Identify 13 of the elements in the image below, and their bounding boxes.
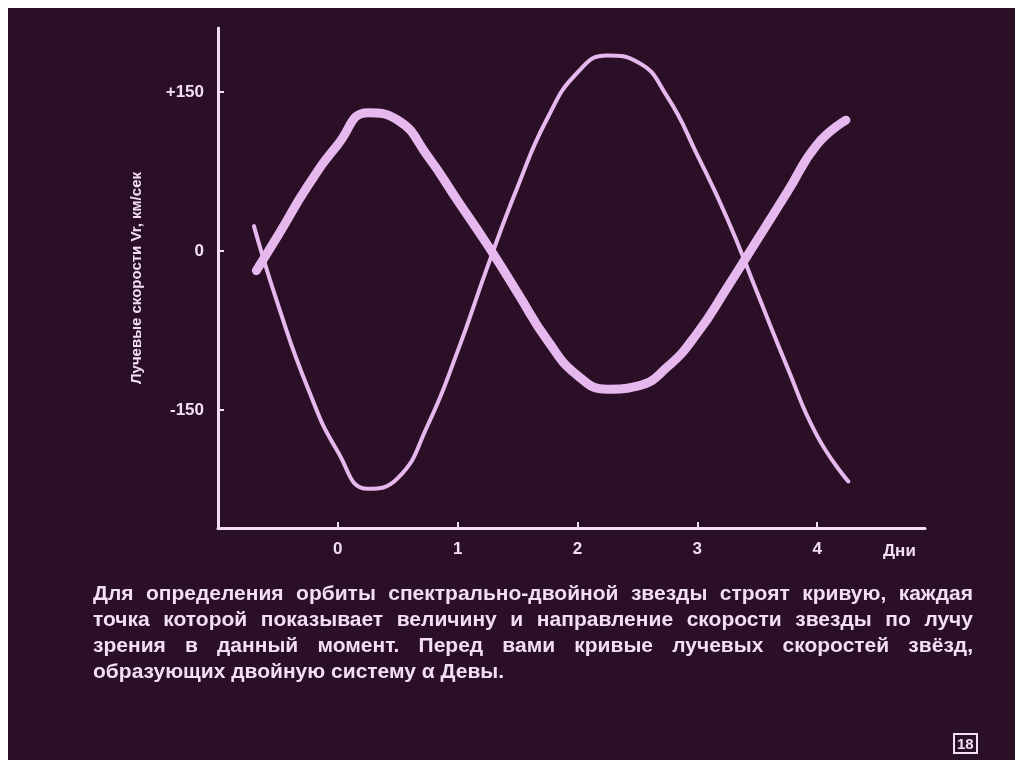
x-tick-label: 3 (692, 539, 703, 558)
x-tick-label: 2 (572, 539, 583, 558)
y-tick-label: 0 (194, 240, 204, 260)
text: Для определения орбиты спектрально-двойной звезды строят кривую, каждая точка которой показывает величину и направление скорости звезды по лучу зрения в данный момент. Перед вами кривые лучевых скоростей звёзд, образующих двойную систему α Девы. (93, 580, 973, 684)
y-tick-label: +150 (165, 82, 204, 102)
line-series (251, 53, 851, 491)
x-tick-label: 1 (452, 539, 463, 558)
x-tick-label: 4 (812, 539, 823, 558)
y-tick-label: -150 (169, 399, 204, 419)
y-axis-title: Лучевые скорости Vr, км/сек (127, 171, 144, 384)
text: 18 (953, 733, 978, 754)
x-tick-label: 0 (333, 539, 343, 558)
x-axis-title: Дни (883, 541, 916, 560)
